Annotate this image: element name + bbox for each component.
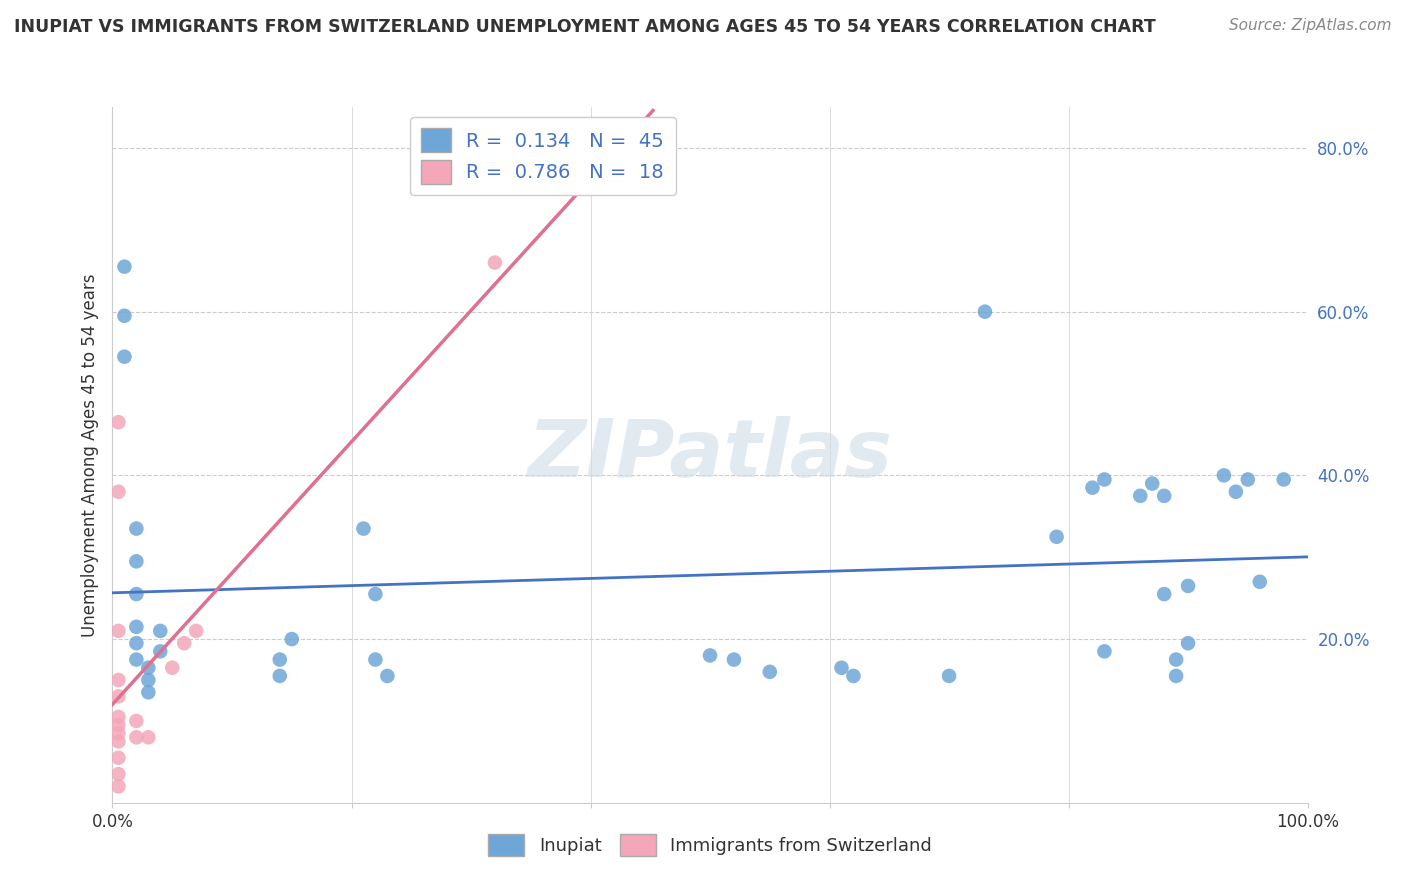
Point: [107, 673, 129, 687]
Point: [723, 652, 745, 666]
Point: [1212, 468, 1236, 483]
Point: [377, 669, 399, 683]
Point: [1272, 473, 1295, 487]
Point: [352, 522, 374, 536]
Y-axis label: Unemployment Among Ages 45 to 54 years: Unemployment Among Ages 45 to 54 years: [80, 273, 98, 637]
Point: [125, 636, 148, 650]
Point: [138, 661, 160, 675]
Point: [1045, 530, 1069, 544]
Point: [973, 304, 995, 318]
Point: [138, 685, 160, 699]
Point: [107, 690, 129, 704]
Point: [484, 255, 506, 269]
Point: [107, 718, 129, 732]
Point: [149, 624, 172, 638]
Point: [269, 652, 291, 666]
Point: [1153, 587, 1175, 601]
Point: [186, 624, 208, 638]
Point: [281, 632, 304, 646]
Point: [1153, 489, 1175, 503]
Point: [759, 665, 782, 679]
Point: [125, 731, 148, 745]
Point: [364, 587, 387, 601]
Point: [107, 734, 129, 748]
Point: [1140, 476, 1163, 491]
Text: ZIPatlas: ZIPatlas: [527, 416, 893, 494]
Point: [107, 767, 129, 781]
Point: [107, 484, 129, 499]
Text: Source: ZipAtlas.com: Source: ZipAtlas.com: [1229, 18, 1392, 33]
Point: [162, 661, 183, 675]
Point: [125, 652, 148, 666]
Point: [1225, 484, 1247, 499]
Point: [107, 751, 129, 765]
Point: [1164, 652, 1187, 666]
Legend: Inupiat, Immigrants from Switzerland: Inupiat, Immigrants from Switzerland: [481, 827, 939, 863]
Point: [1177, 636, 1199, 650]
Point: [107, 624, 129, 638]
Point: [114, 260, 135, 274]
Point: [149, 644, 172, 658]
Point: [1164, 669, 1187, 683]
Point: [114, 309, 135, 323]
Point: [138, 673, 160, 687]
Point: [938, 669, 960, 683]
Point: [1237, 473, 1260, 487]
Point: [125, 554, 148, 568]
Point: [364, 652, 387, 666]
Point: [125, 714, 148, 728]
Point: [107, 780, 129, 794]
Point: [699, 648, 721, 663]
Point: [830, 661, 852, 675]
Point: [1092, 473, 1115, 487]
Point: [1129, 489, 1152, 503]
Point: [1177, 579, 1199, 593]
Point: [138, 731, 160, 745]
Point: [107, 726, 129, 740]
Point: [125, 620, 148, 634]
Point: [114, 350, 135, 364]
Point: [269, 669, 291, 683]
Point: [842, 669, 865, 683]
Point: [125, 587, 148, 601]
Point: [1081, 481, 1104, 495]
Point: [1092, 644, 1115, 658]
Point: [173, 636, 195, 650]
Point: [107, 415, 129, 429]
Point: [1249, 574, 1271, 589]
Text: INUPIAT VS IMMIGRANTS FROM SWITZERLAND UNEMPLOYMENT AMONG AGES 45 TO 54 YEARS CO: INUPIAT VS IMMIGRANTS FROM SWITZERLAND U…: [14, 18, 1156, 36]
Point: [125, 522, 148, 536]
Point: [107, 710, 129, 724]
